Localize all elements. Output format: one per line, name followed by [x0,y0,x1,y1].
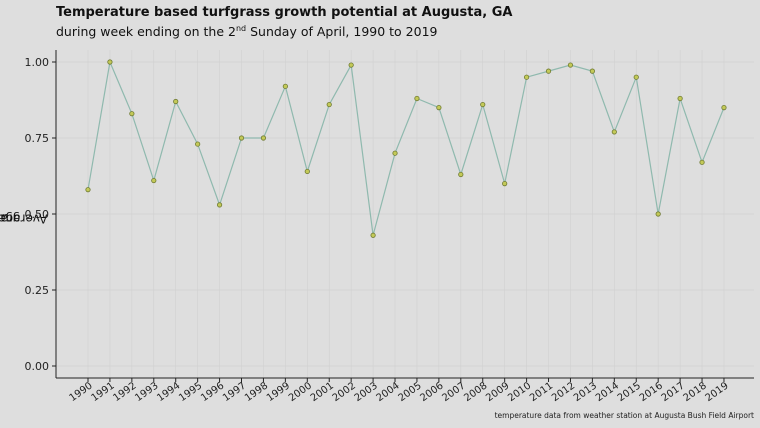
x-tick-label: 2002 [331,380,358,404]
x-tick-label: 2005 [397,380,424,404]
data-point [173,98,179,105]
data-point [633,74,639,80]
x-tick-label: 2011 [528,380,555,404]
chart-subtitle: during week ending on the 2nd Sunday of … [56,24,438,39]
x-tick-label: 2015 [616,380,643,404]
data-point [545,68,552,74]
x-tick-label: 2007 [440,380,467,404]
series-line [87,59,725,236]
data-point [480,101,486,108]
x-tick-label: 2003 [353,380,380,404]
x-tick-label: 2018 [682,380,709,404]
x-tick-label: 1990 [68,380,95,404]
data-point [326,101,332,108]
data-point [304,168,310,175]
chart-title: Temperature based turfgrass growth poten… [56,5,513,20]
x-tick-label: 1999 [265,380,292,404]
data-point [85,187,91,193]
x-tick-label: 2017 [660,380,687,404]
x-tick-label: 2019 [704,380,731,404]
data-point [348,62,354,68]
y-tick-label: 0.50 [25,208,50,221]
x-tick-label: 1993 [133,380,160,404]
x-tick-label: 2012 [550,380,577,404]
y-tick-label: 1.00 [25,56,50,69]
data-point [282,83,288,89]
y-tick-label: 0.00 [25,360,50,373]
x-tick-label: 1992 [111,380,138,404]
data-point [611,129,617,135]
data-point [677,95,683,102]
x-tick-label: 1998 [243,380,270,404]
x-tick-label: 1994 [155,380,182,404]
data-point [260,135,267,141]
data-point [238,135,245,141]
x-tick-label: 1995 [177,380,204,404]
data-point [589,68,595,74]
y-tick-label: 0.25 [25,284,50,297]
data-point [195,141,201,147]
data-point [151,177,157,184]
subtitle-pre: during week ending on the 2 [56,24,236,40]
data-point [436,105,442,111]
data-point [502,181,508,187]
subtitle-sup: nd [235,24,247,33]
x-tick-label: 2016 [638,380,665,404]
x-tick-label: 2010 [506,380,533,404]
data-point [567,62,574,68]
data-point [414,95,420,102]
data-point [458,171,464,178]
data-point [392,150,398,156]
data-point [523,74,530,80]
chart-caption: temperature data from weather station at… [494,411,754,420]
x-tick-label: 2004 [375,380,402,404]
x-tick-label: 2001 [309,380,336,404]
subtitle-post: Sunday of April, 1990 to 2019 [246,24,438,40]
data-point [370,232,376,238]
x-tick-label: 2009 [484,380,511,404]
x-tick-label: 2006 [418,380,445,404]
data-point [129,111,135,117]
x-tick-label: 1997 [221,380,248,404]
x-tick-label: 2008 [462,380,489,404]
data-point [721,105,727,111]
y-tick-label: 0.75 [25,132,50,145]
x-tick-label: 1996 [199,380,226,404]
x-tick-label: 2014 [594,380,621,404]
data-point [216,202,223,208]
data-point [699,159,705,165]
ylabel-post: grass GP [0,211,21,226]
data-point [655,211,661,217]
x-tick-label: 1991 [89,380,116,404]
data-point [107,59,113,65]
x-tick-label: 2013 [572,380,599,404]
x-tick-label: 2000 [287,380,314,404]
